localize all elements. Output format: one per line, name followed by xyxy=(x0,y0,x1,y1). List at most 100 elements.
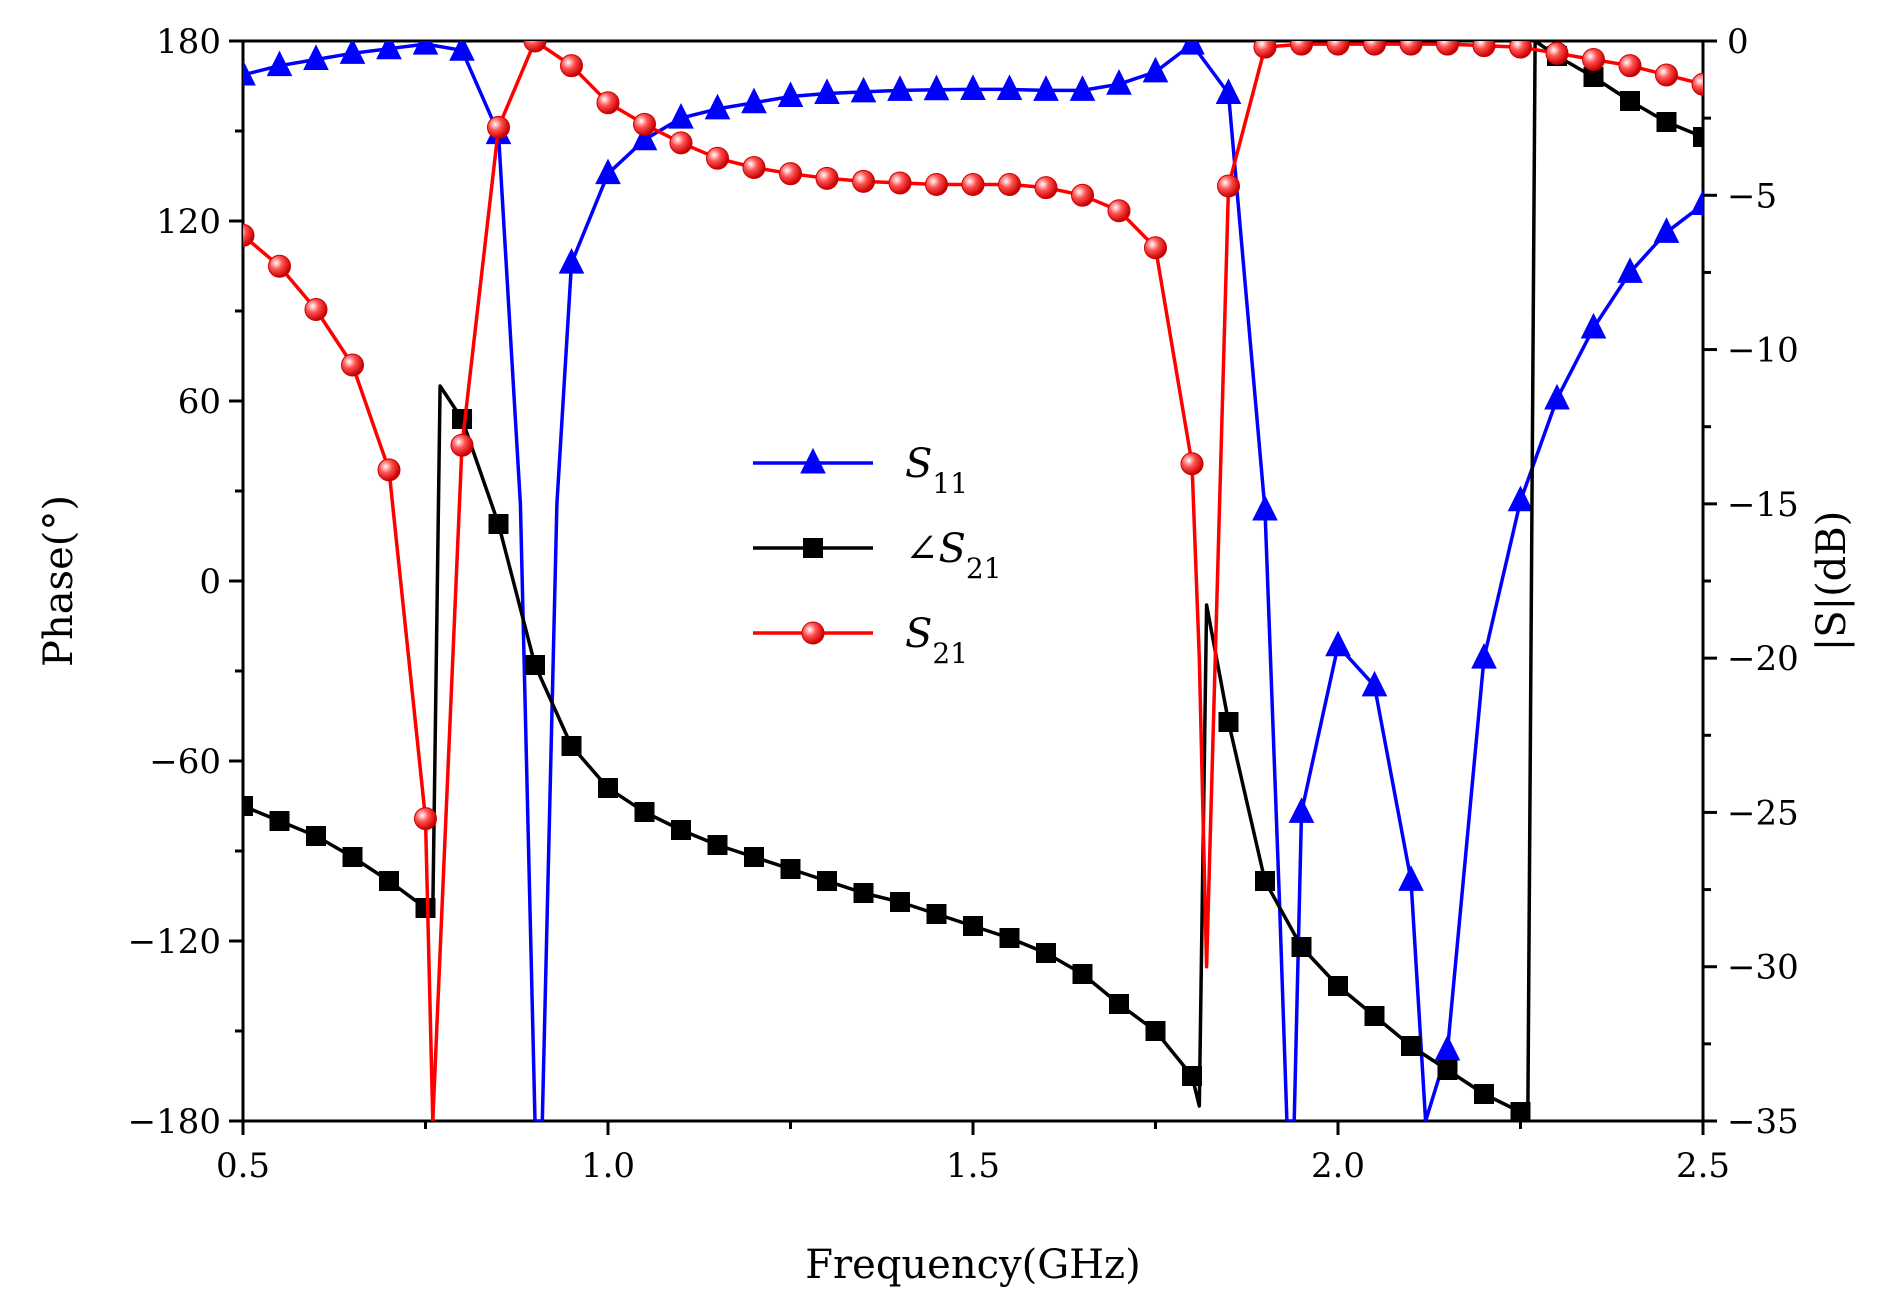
data-point xyxy=(243,59,256,86)
legend-entry: S21 xyxy=(753,611,968,670)
data-point xyxy=(852,169,875,193)
data-point xyxy=(668,103,694,129)
data-point xyxy=(1291,937,1312,957)
data-point xyxy=(303,44,329,71)
data-point xyxy=(1106,69,1132,95)
data-point xyxy=(243,796,253,816)
x-tick-label: 1.5 xyxy=(946,1146,1000,1186)
data-point xyxy=(558,248,585,274)
series-triangle xyxy=(243,41,1703,1121)
data-point xyxy=(1618,54,1642,78)
legend-marker xyxy=(803,538,823,558)
data-point xyxy=(817,871,837,891)
y-right-tick-label: −10 xyxy=(1727,331,1799,371)
data-point xyxy=(669,131,693,155)
y-right-tick-label: −20 xyxy=(1727,639,1799,679)
data-point xyxy=(1252,494,1278,521)
data-point xyxy=(1437,1060,1458,1080)
data-point xyxy=(1693,127,1703,147)
y-right-tick-label: −30 xyxy=(1727,948,1799,988)
legend-entry: S11 xyxy=(753,441,968,500)
data-point xyxy=(1436,41,1459,56)
data-point xyxy=(1580,312,1607,339)
series-layer xyxy=(243,41,1703,1121)
legend-marker xyxy=(801,621,825,645)
data-point xyxy=(853,883,874,903)
data-point xyxy=(1215,78,1242,104)
data-point xyxy=(1255,871,1275,891)
data-point xyxy=(415,898,436,918)
data-point xyxy=(887,75,913,101)
data-point xyxy=(1107,199,1131,223)
data-point xyxy=(339,41,366,64)
data-point xyxy=(243,223,255,247)
x-axis-title: Frequency(GHz) xyxy=(805,1242,1140,1288)
data-point xyxy=(342,847,363,867)
data-point xyxy=(1363,41,1386,56)
data-point xyxy=(1290,41,1313,56)
data-point xyxy=(1583,67,1604,87)
data-point xyxy=(449,41,475,61)
y-right-tick-label: −35 xyxy=(1727,1102,1799,1142)
data-point xyxy=(1399,41,1423,56)
data-point xyxy=(1179,41,1205,55)
data-point xyxy=(488,514,509,534)
data-point xyxy=(996,74,1023,100)
y-right-tick-label: −25 xyxy=(1727,793,1799,833)
data-point xyxy=(1690,189,1703,216)
data-point xyxy=(1544,383,1570,410)
data-point xyxy=(1182,1066,1202,1086)
data-point xyxy=(925,172,948,196)
y-right-tick-label: 0 xyxy=(1727,22,1749,62)
data-point xyxy=(1510,1102,1531,1121)
axes-layer: 0.5 1.0 1.5 2.0 2.5 180 120 60 0 −60 −120 −180 0 −5 −1… xyxy=(36,22,1855,1288)
data-point xyxy=(926,904,947,924)
series-square xyxy=(243,41,1703,1121)
data-point xyxy=(1545,41,1569,65)
data-point xyxy=(1325,630,1351,657)
data-point xyxy=(634,802,655,822)
data-point xyxy=(631,124,658,151)
legend-label: S11 xyxy=(905,441,968,500)
data-point xyxy=(1507,485,1534,512)
legend: S11 ∠S21 S21 xyxy=(753,441,1002,670)
data-point xyxy=(414,807,437,831)
data-point xyxy=(777,81,804,108)
legend-entry: ∠S21 xyxy=(753,526,1002,585)
data-point xyxy=(742,156,766,180)
data-point xyxy=(598,778,618,798)
data-point xyxy=(561,736,582,756)
data-point xyxy=(1474,1084,1494,1104)
legend-marker xyxy=(800,447,826,474)
data-point xyxy=(1509,41,1532,59)
data-point xyxy=(1434,1034,1461,1061)
data-point xyxy=(998,172,1021,196)
x-tick-label: 2.5 xyxy=(1676,1146,1730,1186)
data-point xyxy=(706,146,729,170)
y-left-axis-title: Phase(°) xyxy=(36,495,82,667)
data-point xyxy=(779,162,802,186)
data-point xyxy=(1288,797,1315,823)
data-point xyxy=(1145,1021,1166,1041)
data-point xyxy=(1253,41,1277,59)
data-point xyxy=(963,916,983,936)
data-point xyxy=(815,166,839,190)
data-point xyxy=(1109,994,1129,1014)
y-right-tick-label: −5 xyxy=(1727,176,1777,216)
data-point xyxy=(1071,183,1094,207)
legend-label: ∠S21 xyxy=(905,526,1002,585)
data-point xyxy=(1620,91,1640,111)
y-left-tick-label: −180 xyxy=(128,1102,221,1142)
data-point xyxy=(452,409,472,429)
y-right-tick-label: −15 xyxy=(1727,485,1799,525)
data-point xyxy=(1398,865,1424,891)
data-point xyxy=(377,458,401,482)
data-point xyxy=(1617,257,1643,283)
data-point xyxy=(1691,72,1703,96)
data-point xyxy=(341,353,364,377)
data-point xyxy=(744,847,764,867)
data-point xyxy=(671,820,691,840)
y-left-tick-label: 120 xyxy=(156,202,221,242)
data-point xyxy=(1069,75,1096,101)
data-point xyxy=(890,892,910,912)
